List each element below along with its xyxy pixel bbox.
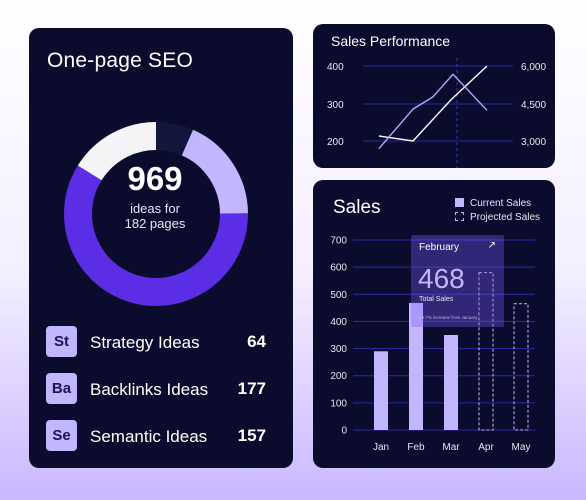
y-tick-500: 500	[330, 290, 347, 301]
sales-performance-card: 400 300 200 6,000 4,500 3,000 Sales Perf…	[313, 24, 555, 168]
sales-tooltip: February ↗ 468 Total Sales 19.7% increas…	[411, 235, 504, 327]
seo-card: One-page SEO 969 ideas for 182 pages St …	[29, 28, 293, 468]
sales-title: Sales	[333, 197, 381, 218]
x-tick-may: May	[512, 442, 531, 453]
idea-row-strategy[interactable]: St Strategy Ideas 64	[46, 326, 266, 357]
y-tick-0: 0	[341, 426, 347, 437]
x-tick-feb: Feb	[407, 442, 425, 453]
legend-current: Current Sales	[455, 198, 531, 209]
semantic-label: Semantic Ideas	[90, 427, 208, 446]
tooltip-month: February	[419, 242, 460, 253]
y-tick-100: 100	[330, 398, 347, 409]
seo-title: One-page SEO	[47, 49, 193, 72]
backlinks-badge: Ba	[46, 373, 77, 404]
sales-card: Sales Current Sales Projected Sales 700 6…	[313, 180, 555, 468]
bar-projected-apr[interactable]	[478, 272, 494, 431]
tooltip-label: Total Sales	[419, 296, 454, 303]
total-ideas: 969	[127, 160, 183, 197]
backlinks-count: 177	[237, 379, 266, 398]
y-tick-300: 300	[330, 344, 347, 355]
bar-current-jan[interactable]	[374, 351, 388, 430]
sales-bar-chart: 700 600 500 400 300 200 100 0 Jan Feb Mar Apr May	[330, 236, 535, 453]
y-tick-200: 200	[330, 371, 347, 382]
idea-row-backlinks[interactable]: Ba Backlinks Ideas 177	[46, 373, 266, 404]
legend-projected: Projected Sales	[455, 212, 540, 223]
legend-current-label: Current Sales	[470, 198, 532, 209]
bar-projected-may[interactable]	[513, 303, 529, 431]
idea-row-semantic[interactable]: Se Semantic Ideas 157	[46, 420, 266, 451]
legend-projected-label: Projected Sales	[470, 212, 541, 223]
donut-center: 969 ideas for 182 pages	[59, 160, 251, 232]
donut-segment-semantic	[64, 122, 248, 306]
series-line-right	[378, 73, 488, 149]
donut-segment-strategy	[64, 122, 248, 306]
series-line-left	[378, 65, 488, 142]
semantic-count: 157	[237, 426, 266, 445]
semantic-badge: Se	[46, 420, 77, 451]
legend-current-swatch	[455, 198, 464, 207]
ideas-subtitle-1: ideas for	[130, 201, 180, 216]
x-tick-mar: Mar	[442, 442, 460, 453]
left-tick-300: 300	[327, 100, 344, 111]
legend-projected-swatch	[455, 212, 464, 221]
y-tick-700: 700	[330, 236, 347, 247]
x-tick-apr: Apr	[478, 442, 494, 453]
bar-current-feb[interactable]	[409, 302, 423, 430]
tooltip-value: 468	[418, 263, 465, 294]
strategy-label: Strategy Ideas	[90, 333, 200, 352]
backlinks-label: Backlinks Ideas	[90, 380, 209, 399]
right-tick-4500: 4,500	[521, 100, 546, 111]
ideas-subtitle-2: 182 pages	[124, 216, 186, 231]
sales-performance-title: Sales Performance	[331, 33, 451, 49]
x-tick-jan: Jan	[373, 442, 389, 453]
strategy-badge: St	[46, 326, 77, 357]
right-tick-6000: 6,000	[521, 62, 546, 73]
bar-current-mar[interactable]	[444, 335, 458, 430]
y-tick-400: 400	[330, 317, 347, 328]
left-tick-400: 400	[327, 62, 344, 73]
sales-performance-chart: 400 300 200 6,000 4,500 3,000	[327, 58, 546, 168]
right-tick-3000: 3,000	[521, 137, 546, 148]
arrow-up-right-icon[interactable]: ↗	[487, 240, 496, 251]
tooltip-note: 19.7% increase from January	[419, 315, 478, 320]
y-tick-600: 600	[330, 263, 347, 274]
strategy-count: 64	[247, 332, 266, 351]
left-tick-200: 200	[327, 137, 344, 148]
donut-chart	[64, 122, 248, 306]
